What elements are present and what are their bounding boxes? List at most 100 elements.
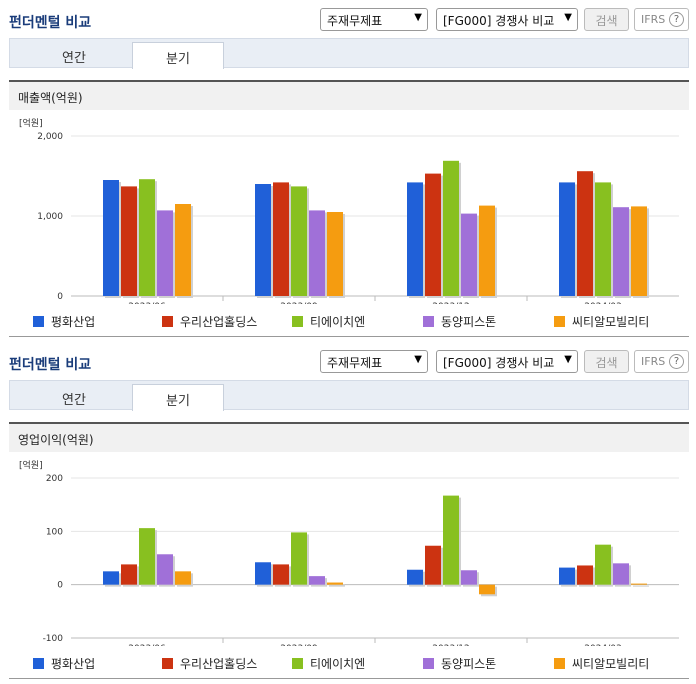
legend-item[interactable]: 동양피스톤 xyxy=(423,313,496,330)
y-tick-label: 0 xyxy=(57,581,63,591)
bar xyxy=(175,204,191,296)
bar xyxy=(139,179,155,296)
legend-item[interactable]: 평화산업 xyxy=(33,655,95,672)
search-button[interactable]: 검색 xyxy=(584,8,629,31)
chevron-down-icon: ▼ xyxy=(414,12,422,23)
x-category-label: 2023/09 xyxy=(280,644,318,646)
divider xyxy=(9,336,689,337)
legend-label: 티에이치엔 xyxy=(310,315,366,329)
bar xyxy=(461,570,477,585)
bar xyxy=(139,528,155,585)
bar xyxy=(559,567,575,585)
bar xyxy=(121,564,137,585)
legend-item[interactable]: 우리산업홀딩스 xyxy=(162,313,257,330)
panel-header: 펀더멘털 비교 주재무제표 ▼ [FG000] 경쟁사 비교 ▼ 검색 IFRS… xyxy=(0,0,696,38)
legend-item[interactable]: 우리산업홀딩스 xyxy=(162,655,257,672)
chart-svg: [억원] -100 0 100 200 2023/06 2023/09 2023/12 2024… xyxy=(19,459,679,646)
bar xyxy=(461,213,477,296)
bar xyxy=(407,182,423,296)
bar-shadow xyxy=(329,584,345,587)
bar xyxy=(479,584,495,595)
x-category-label: 2023/06 xyxy=(128,302,166,304)
y-tick-label: 100 xyxy=(46,527,63,537)
tab-annual[interactable]: 연간 xyxy=(62,51,86,66)
legend-item[interactable]: 평화산업 xyxy=(33,313,95,330)
ifrs-label: IFRS xyxy=(641,355,666,368)
legend-label: 우리산업홀딩스 xyxy=(180,657,258,671)
x-category-label: 2024/03 xyxy=(584,644,621,646)
bar xyxy=(407,569,423,585)
bar xyxy=(595,182,611,296)
x-category-label: 2024/03 xyxy=(584,302,621,304)
bar xyxy=(175,571,191,585)
bar xyxy=(595,544,611,585)
bar xyxy=(479,205,495,296)
help-icon[interactable]: ? xyxy=(669,12,684,27)
bar xyxy=(425,173,441,296)
legend-label: 평화산업 xyxy=(51,657,96,671)
fundamental-compare-panel-operating-profit: 펀더멘털 비교 주재무제표 ▼ [FG000] 경쟁사 비교 ▼ 검색 IFRS… xyxy=(0,342,696,684)
y-tick-label: 1,000 xyxy=(37,212,63,222)
bar xyxy=(255,562,271,585)
legend-swatch xyxy=(162,658,173,669)
statement-type-select[interactable]: 주재무제표 ▼ xyxy=(320,8,428,31)
period-tabs: 연간 분기 xyxy=(9,38,689,69)
bar xyxy=(291,186,307,296)
chart-subtitle: 영업이익(억원) xyxy=(9,422,689,452)
bar xyxy=(631,206,647,296)
compare-group-select[interactable]: [FG000] 경쟁사 비교 ▼ xyxy=(436,350,578,373)
tab-quarterly[interactable]: 분기 xyxy=(132,384,224,411)
bar xyxy=(273,564,289,585)
legend-swatch xyxy=(292,316,303,327)
legend-item[interactable]: 동양피스톤 xyxy=(423,655,496,672)
bar xyxy=(309,210,325,296)
y-tick-label: -100 xyxy=(43,634,64,644)
x-category-label: 2023/12 xyxy=(432,302,469,304)
bar xyxy=(631,583,647,585)
legend-item[interactable]: 씨티알모빌리티 xyxy=(554,655,649,672)
chart-legend: 평화산업 우리산업홀딩스 티에이치엔 동양피스톤 씨티알모빌리티 xyxy=(9,655,689,671)
legend-swatch xyxy=(423,658,434,669)
chevron-down-icon: ▼ xyxy=(564,354,572,365)
panel-header: 펀더멘털 비교 주재무제표 ▼ [FG000] 경쟁사 비교 ▼ 검색 IFRS… xyxy=(0,342,696,380)
legend-item[interactable]: 티에이치엔 xyxy=(292,655,365,672)
legend-swatch xyxy=(554,316,565,327)
period-tabs: 연간 분기 xyxy=(9,380,689,411)
divider xyxy=(9,678,689,679)
chart-svg: [억원] 0 1,000 2,000 2023/06 2023/09 2023/12 2024… xyxy=(19,117,679,304)
bar xyxy=(577,565,593,585)
legend-swatch xyxy=(423,316,434,327)
legend-item[interactable]: 티에이치엔 xyxy=(292,313,365,330)
legend-swatch xyxy=(292,658,303,669)
y-tick-label: 2,000 xyxy=(37,132,63,142)
bar xyxy=(443,160,459,296)
compare-group-value: [FG000] 경쟁사 비교 xyxy=(443,356,555,370)
statement-type-select[interactable]: 주재무제표 ▼ xyxy=(320,350,428,373)
legend-item[interactable]: 씨티알모빌리티 xyxy=(554,313,649,330)
bar xyxy=(121,186,137,296)
compare-group-select[interactable]: [FG000] 경쟁사 비교 ▼ xyxy=(436,8,578,31)
tab-annual[interactable]: 연간 xyxy=(62,393,86,408)
legend-label: 우리산업홀딩스 xyxy=(180,315,258,329)
chevron-down-icon: ▼ xyxy=(564,12,572,23)
y-tick-label: 0 xyxy=(57,292,63,302)
tab-quarterly[interactable]: 분기 xyxy=(132,42,224,69)
ifrs-button[interactable]: IFRS ? xyxy=(634,8,689,31)
chart-legend: 평화산업 우리산업홀딩스 티에이치엔 동양피스톤 씨티알모빌리티 xyxy=(9,313,689,329)
legend-swatch xyxy=(162,316,173,327)
legend-label: 동양피스톤 xyxy=(441,657,497,671)
help-icon[interactable]: ? xyxy=(669,354,684,369)
bar xyxy=(613,207,629,296)
bar xyxy=(559,182,575,296)
ifrs-button[interactable]: IFRS ? xyxy=(634,350,689,373)
bar xyxy=(103,571,119,585)
chart-subtitle: 매출액(억원) xyxy=(9,80,689,110)
y-unit-label: [억원] xyxy=(19,459,43,471)
legend-label: 평화산업 xyxy=(51,315,96,329)
sales-bar-chart: [억원] 0 1,000 2,000 2023/06 2023/09 2023/12 2024… xyxy=(9,112,689,304)
fundamental-compare-panel-sales: 펀더멘털 비교 주재무제표 ▼ [FG000] 경쟁사 비교 ▼ 검색 IFRS… xyxy=(0,0,696,337)
bar xyxy=(157,210,173,296)
search-button[interactable]: 검색 xyxy=(584,350,629,373)
bar-shadow xyxy=(633,585,649,587)
legend-label: 티에이치엔 xyxy=(310,657,366,671)
